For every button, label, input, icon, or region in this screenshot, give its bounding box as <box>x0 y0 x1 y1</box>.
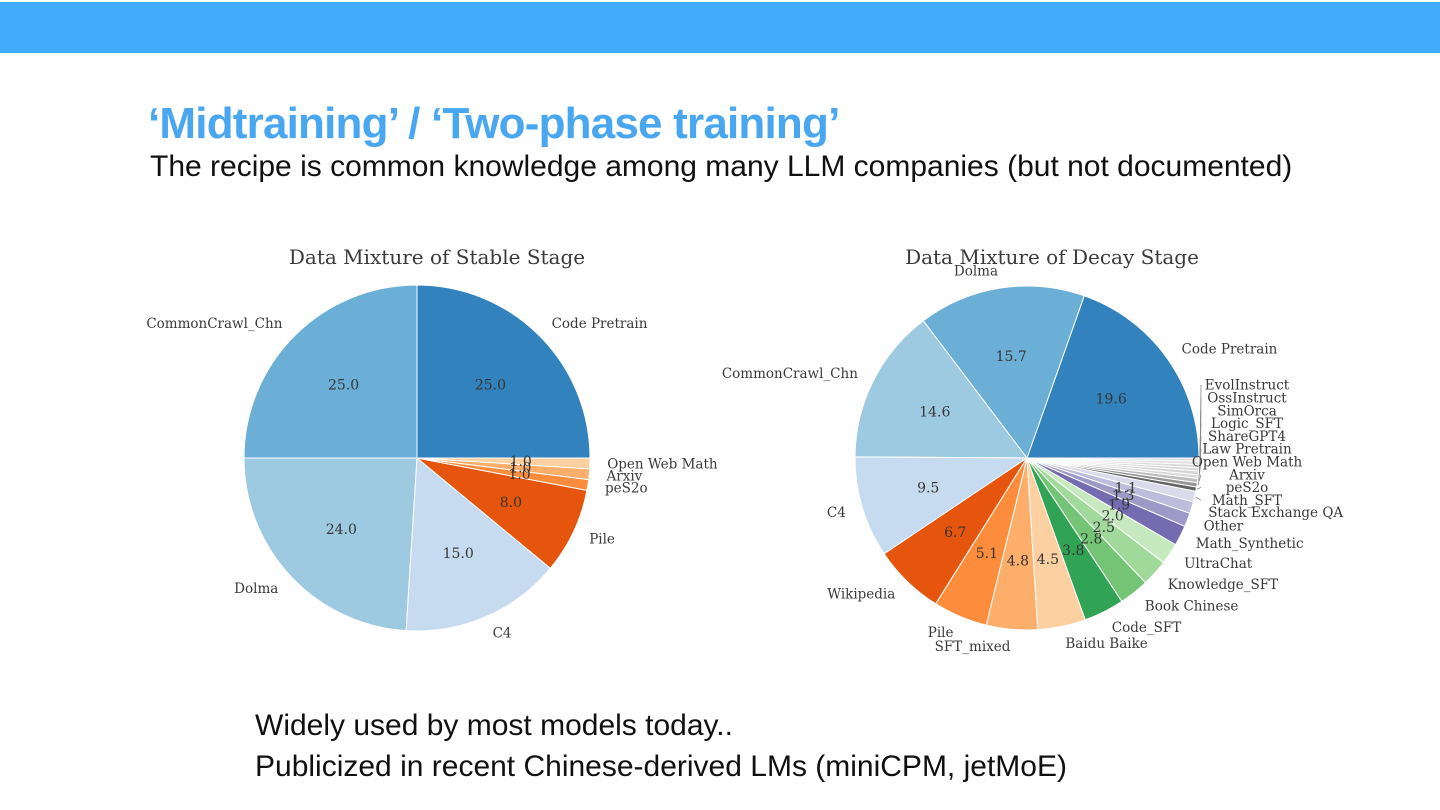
footer-line-2: Publicized in recent Chinese-derived LMs… <box>255 750 1067 783</box>
pie-slice-label: OssInstruct <box>1207 391 1287 407</box>
leader-line <box>1196 487 1202 490</box>
pie-slice-label: C4 <box>493 625 512 641</box>
pie-value-label: 24.0 <box>326 522 357 538</box>
slide-accent-bar <box>0 2 1440 53</box>
pie-slice-label: Pile <box>928 625 954 641</box>
pie-slice-label: Other <box>1204 519 1244 535</box>
pie-chart-stable-stage: 25.0 Code Pretrain 25.0 CommonCrawl_Chn 24.0… <box>146 245 718 641</box>
pie-slice-label: Baidu Baike <box>1065 636 1147 652</box>
pie-slice-c4 <box>854 456 1028 555</box>
pie-value-label: 1.0 <box>509 461 531 477</box>
pie-slice-label: Math_Synthetic <box>1196 536 1304 552</box>
pie-value-label: 1.0 <box>508 467 530 483</box>
pie-slice-label: Book Chinese <box>1145 599 1239 615</box>
pie-value-label: 9.5 <box>917 481 939 497</box>
pie-slice-label: peS2o <box>1226 480 1269 496</box>
pie-value-label: 4.5 <box>1037 552 1059 568</box>
footer-line-1: Widely used by most models today.. <box>255 709 733 742</box>
pie-value-label: 15.0 <box>443 546 474 562</box>
pie-slice-label: Logic_SFT <box>1211 416 1283 432</box>
pie-slice-label: Wikipedia <box>827 587 895 603</box>
pie-slice-label: peS2o <box>605 481 648 497</box>
pie-slice-label: Arxiv <box>606 469 643 485</box>
pie-slice-label: UltraChat <box>1184 556 1253 572</box>
pie-slice-label: C4 <box>827 505 846 521</box>
pie-slice-label: Dolma <box>954 264 998 280</box>
pie-slice-label: Pile <box>589 532 615 548</box>
pie-value-label: 1.9 <box>1108 498 1130 514</box>
pie-slice-label: EvolInstruct <box>1205 378 1290 394</box>
pie-value-label: 19.6 <box>1096 391 1127 407</box>
pie-value-label: 2.0 <box>1102 508 1124 524</box>
pie-value-label: 8.0 <box>500 495 522 511</box>
pie-slice-evolinstruct <box>1026 457 1200 462</box>
pie-slice-label: Knowledge_SFT <box>1168 577 1278 593</box>
pie-value-label: 2.5 <box>1093 520 1115 536</box>
pie-value-label: 15.7 <box>996 349 1027 365</box>
pie-chart-decay-stage: 19.6 Code Pretrain 15.7 Dolma 14.6 CommonCraw… <box>722 245 1344 655</box>
pie-slice-label: Code Pretrain <box>552 316 648 332</box>
pie-slice-label: Dolma <box>234 581 278 597</box>
pie-slice-dolma <box>243 457 418 632</box>
leader-line <box>1198 461 1202 481</box>
pie-slice-label: SimOrca <box>1217 403 1277 419</box>
pie-slice-open-web-math <box>416 457 591 470</box>
pie-slice-label: Code Pretrain <box>1182 341 1278 357</box>
pie-slice-commoncrawl-chn <box>854 320 1028 459</box>
pie-slice-label: Math_SFT <box>1212 493 1282 509</box>
pie-slice-commoncrawl-chn <box>243 284 418 459</box>
pie-slice-label: ShareGPT4 <box>1208 429 1286 445</box>
page-title: ‘Midtraining’ / ‘Two-phase training’ <box>148 99 840 149</box>
pie-value-label: 1.0 <box>510 454 532 470</box>
pie-value-label: 6.7 <box>944 525 966 541</box>
pie-chart-title: Data Mixture of Decay Stage <box>905 245 1199 269</box>
pie-value-label: 5.1 <box>976 546 998 562</box>
pie-slice-label: Code_SFT <box>1112 620 1181 636</box>
pie-value-label: 25.0 <box>475 378 506 394</box>
pie-value-label: 3.8 <box>1062 543 1084 559</box>
pie-slice-label: Law Pretrain <box>1202 442 1292 458</box>
subtitle: The recipe is common knowledge among man… <box>150 150 1293 183</box>
pie-slice-label: SFT_mixed <box>935 639 1011 655</box>
footer-notes: Widely used by most models today.. Publi… <box>255 705 1067 787</box>
pie-slice-label: CommonCrawl_Chn <box>722 366 858 382</box>
leader-line <box>1197 474 1202 486</box>
pie-value-label: 14.6 <box>919 405 950 421</box>
pie-slice-code-pretrain <box>416 284 591 459</box>
pie-value-label: 4.8 <box>1007 554 1029 570</box>
pie-slice-label: Stack Exchange QA <box>1208 505 1343 521</box>
pie-slice-label: Arxiv <box>1228 467 1265 483</box>
pie-slice-label: Open Web Math <box>607 457 718 473</box>
pie-slice-label: Open Web Math <box>1192 455 1303 471</box>
pie-slice-label: CommonCrawl_Chn <box>146 316 282 332</box>
pie-value-label: 1.3 <box>1112 488 1134 504</box>
pie-value-label: 2.8 <box>1080 532 1102 548</box>
pie-slice-c4 <box>405 457 551 632</box>
leader-line <box>1195 496 1202 501</box>
pie-value-label: 25.0 <box>328 378 359 394</box>
pie-chart-title: Data Mixture of Stable Stage <box>289 245 585 269</box>
pie-value-label: 1.1 <box>1115 481 1137 497</box>
pie-slice-dolma <box>922 285 1085 459</box>
